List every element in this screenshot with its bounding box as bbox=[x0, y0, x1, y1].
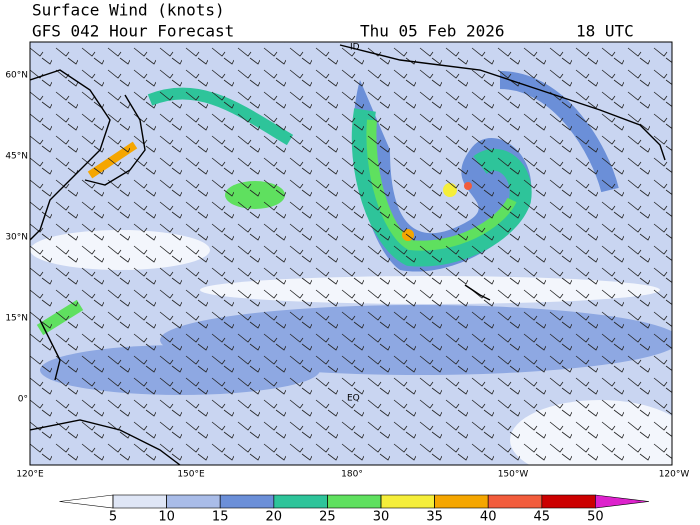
date: Thu 05 Feb 2026 bbox=[360, 22, 505, 41]
lon-label: 150°W bbox=[498, 470, 529, 480]
colorbar-segment bbox=[434, 494, 489, 509]
coastlines bbox=[30, 44, 666, 465]
place-label: EQ bbox=[347, 394, 360, 404]
lat-label: 0° bbox=[18, 395, 28, 405]
colorbar-label: 50 bbox=[587, 510, 604, 525]
lon-label: 150°E bbox=[177, 470, 205, 480]
colorbar-cap bbox=[595, 494, 650, 509]
map-field bbox=[30, 42, 672, 465]
lat-label: 30°N bbox=[5, 233, 28, 243]
colorbar-segment bbox=[327, 494, 382, 509]
title: Surface Wind (knots) bbox=[32, 1, 225, 20]
colorbar-segment bbox=[541, 494, 596, 509]
colorbar-segment bbox=[487, 494, 543, 509]
lon-label: 180° bbox=[341, 470, 363, 480]
colorbar-segment bbox=[273, 494, 328, 509]
colorbar-label: 35 bbox=[426, 510, 443, 525]
wind-barbs bbox=[30, 42, 672, 465]
place-label: ID bbox=[350, 43, 360, 53]
colorbar-label: 5 bbox=[109, 510, 117, 525]
colorbar-label: 25 bbox=[319, 510, 336, 525]
lat-label: 60°N bbox=[5, 71, 28, 81]
colorbar-cap bbox=[59, 494, 114, 509]
colorbar-label: 10 bbox=[158, 510, 175, 525]
lat-label: 15°N bbox=[5, 314, 28, 324]
subtitle: GFS 042 Hour Forecast bbox=[32, 22, 234, 41]
colorbar-segment bbox=[219, 494, 275, 509]
colorbar-segment bbox=[166, 494, 221, 509]
time: 18 UTC bbox=[576, 22, 634, 41]
colorbar-segment bbox=[380, 494, 435, 509]
colorbar-label: 30 bbox=[373, 510, 390, 525]
lon-label: 120°E bbox=[16, 470, 44, 480]
lon-label: 120°W bbox=[659, 470, 690, 480]
lat-label: 45°N bbox=[5, 152, 28, 162]
colorbar-label: 15 bbox=[212, 510, 229, 525]
colorbar-segment bbox=[112, 494, 167, 509]
colorbar-label: 20 bbox=[266, 510, 283, 525]
colorbar-label: 40 bbox=[480, 510, 497, 525]
map-frame bbox=[29, 41, 673, 466]
colorbar-label: 45 bbox=[534, 510, 551, 525]
